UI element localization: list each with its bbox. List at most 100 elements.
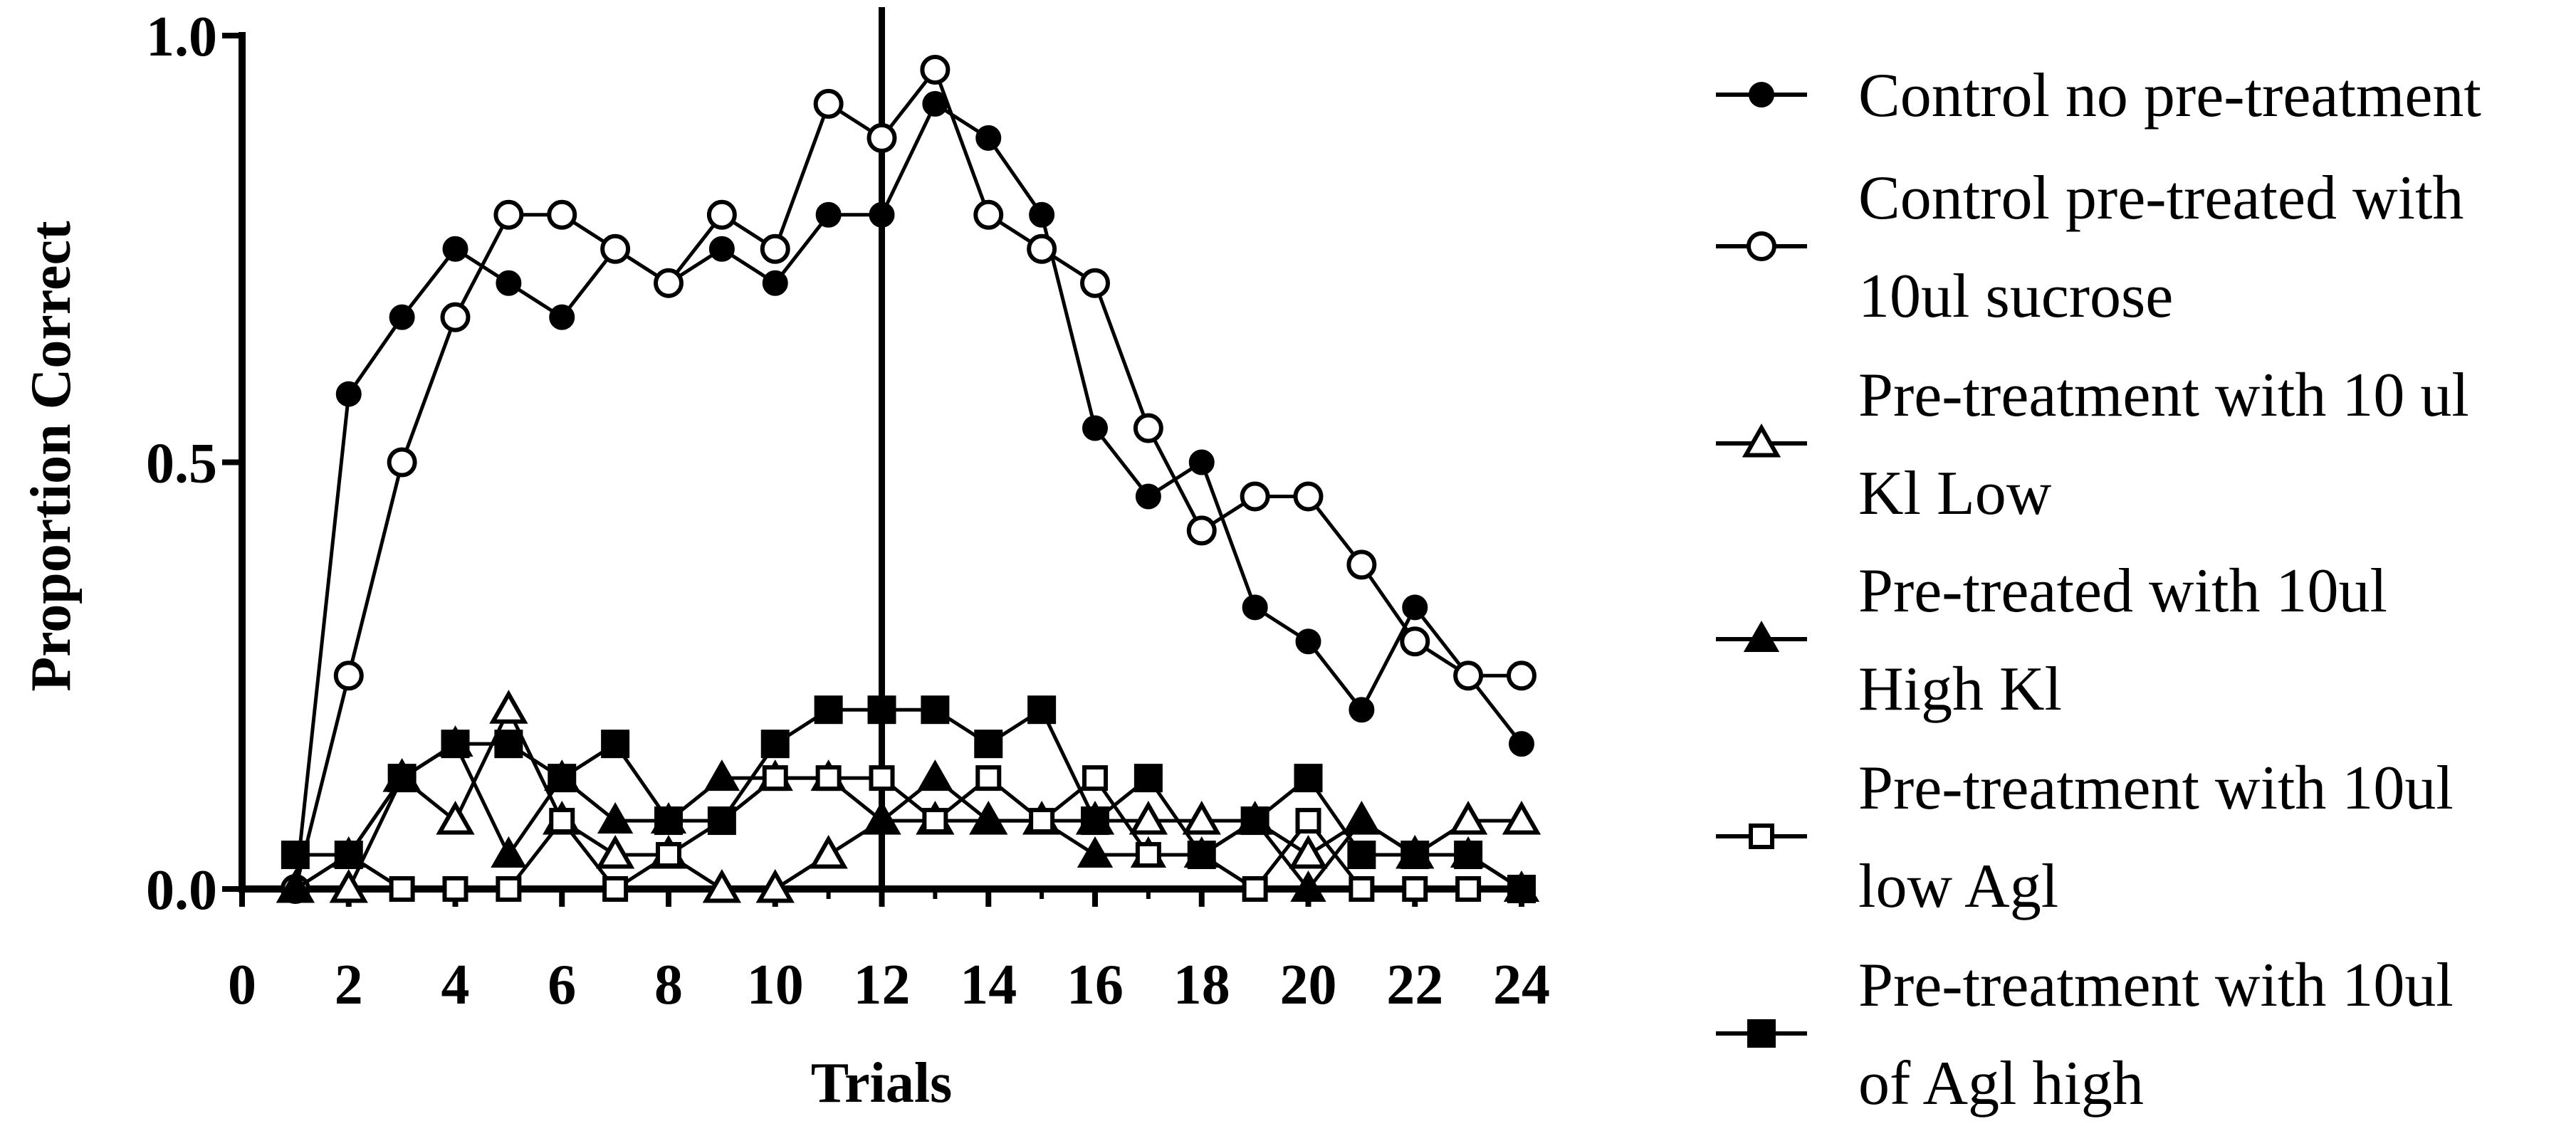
legend-entry-5: Pre-treatment with 10ul low Agl (1716, 754, 2454, 921)
data-point (387, 447, 417, 478)
data-point (975, 125, 1002, 151)
data-point (1349, 697, 1375, 723)
data-point (442, 876, 468, 902)
data-point (867, 695, 896, 725)
data-point (1242, 876, 1268, 902)
data-point (1182, 801, 1221, 835)
legend-entry-6: Pre-treatment with 10ul of Agl high (1716, 951, 2454, 1118)
x-tick-label: 8 (654, 954, 683, 1016)
legend-entry-3: Pre-treatment with 10 ul Kl Low (1716, 361, 2469, 528)
data-point (491, 836, 527, 868)
data-point (1455, 876, 1482, 902)
data-point (1290, 870, 1326, 902)
data-point (334, 841, 363, 870)
data-point (1135, 483, 1161, 510)
data-point (1240, 806, 1269, 836)
x-tick-label: 4 (441, 954, 470, 1016)
data-point (1400, 626, 1430, 657)
data-point (441, 730, 470, 759)
data-point (549, 808, 575, 834)
data-point (442, 236, 468, 262)
data-point (1344, 802, 1380, 834)
legend-label: low Agl (1858, 852, 2058, 921)
data-point (333, 661, 364, 691)
data-point (335, 381, 362, 407)
y-tick-label: 0.5 (146, 433, 217, 495)
data-point (1402, 876, 1428, 902)
x-tick-label: 6 (548, 954, 576, 1016)
data-point (1453, 661, 1484, 691)
data-point (1081, 806, 1109, 836)
data-point (654, 806, 683, 836)
data-point (1289, 834, 1328, 869)
data-point (1448, 801, 1488, 835)
series-1 (282, 90, 1534, 902)
data-point (1293, 481, 1324, 512)
x-tick-label: 18 (1173, 954, 1230, 1016)
data-point (815, 765, 842, 791)
data-point (602, 876, 629, 902)
x-tick-label: 2 (335, 954, 363, 1016)
data-point (974, 730, 1003, 759)
data-point (922, 90, 948, 117)
data-point (277, 870, 314, 902)
x-tick-label: 24 (1493, 954, 1550, 1016)
data-point (595, 834, 635, 869)
legend-label: Control no pre-treatment (1858, 61, 2481, 130)
data-point (814, 695, 843, 725)
data-point (1502, 801, 1541, 835)
data-point (809, 834, 848, 869)
data-point (813, 88, 844, 119)
data-point (548, 764, 577, 793)
data-point (1295, 808, 1321, 834)
tick-labels-group: 0 2 4 6 8 10 12 14 16 18 20 22 240.00.51.0 (146, 6, 1550, 1016)
data-point (597, 802, 634, 834)
data-point (600, 233, 631, 264)
data-point (1082, 765, 1108, 791)
data-point (656, 842, 681, 868)
legend-label: Pre-treatment with 10 ul (1858, 361, 2469, 430)
data-point (1027, 695, 1057, 725)
data-point (1080, 268, 1110, 298)
data-point (1186, 515, 1217, 546)
legend-label: Pre-treatment with 10ul (1858, 951, 2454, 1020)
data-point (864, 802, 900, 834)
y-tick-label: 1.0 (146, 6, 217, 68)
x-tick-label: 10 (747, 954, 804, 1016)
data-point (654, 268, 684, 298)
data-point (1029, 201, 1055, 228)
x-axis-title: Trials (811, 1052, 953, 1115)
series-6 (281, 695, 1536, 903)
data-point (815, 201, 842, 228)
data-point (702, 868, 742, 903)
data-point (869, 201, 895, 228)
data-point (706, 199, 737, 230)
data-point (496, 270, 522, 296)
data-point (1242, 594, 1268, 621)
data-point (1507, 875, 1536, 903)
data-point (1509, 731, 1534, 757)
data-point (489, 690, 528, 724)
data-point (917, 759, 953, 791)
legend-marker (1747, 231, 1776, 261)
series-line (293, 68, 1522, 890)
data-point (1294, 764, 1323, 793)
legend-marker (1742, 423, 1781, 458)
data-point (496, 876, 522, 902)
y-axis-title: Proportion Correct (20, 221, 83, 692)
data-point (1402, 594, 1428, 621)
data-point (1077, 836, 1114, 868)
legend-label: Kl Low (1858, 459, 2052, 528)
data-point (1135, 842, 1161, 868)
legend-label: High Kl (1858, 655, 2062, 724)
data-point (1454, 841, 1483, 870)
data-point (1295, 628, 1321, 655)
data-point (762, 765, 788, 791)
data-point (1129, 801, 1168, 835)
data-point (493, 199, 524, 230)
x-tick-label: 20 (1280, 954, 1337, 1016)
data-point (1082, 415, 1108, 441)
x-tick-label: 0 (228, 954, 256, 1016)
data-point (387, 764, 417, 793)
legend-marker (1747, 1019, 1776, 1048)
